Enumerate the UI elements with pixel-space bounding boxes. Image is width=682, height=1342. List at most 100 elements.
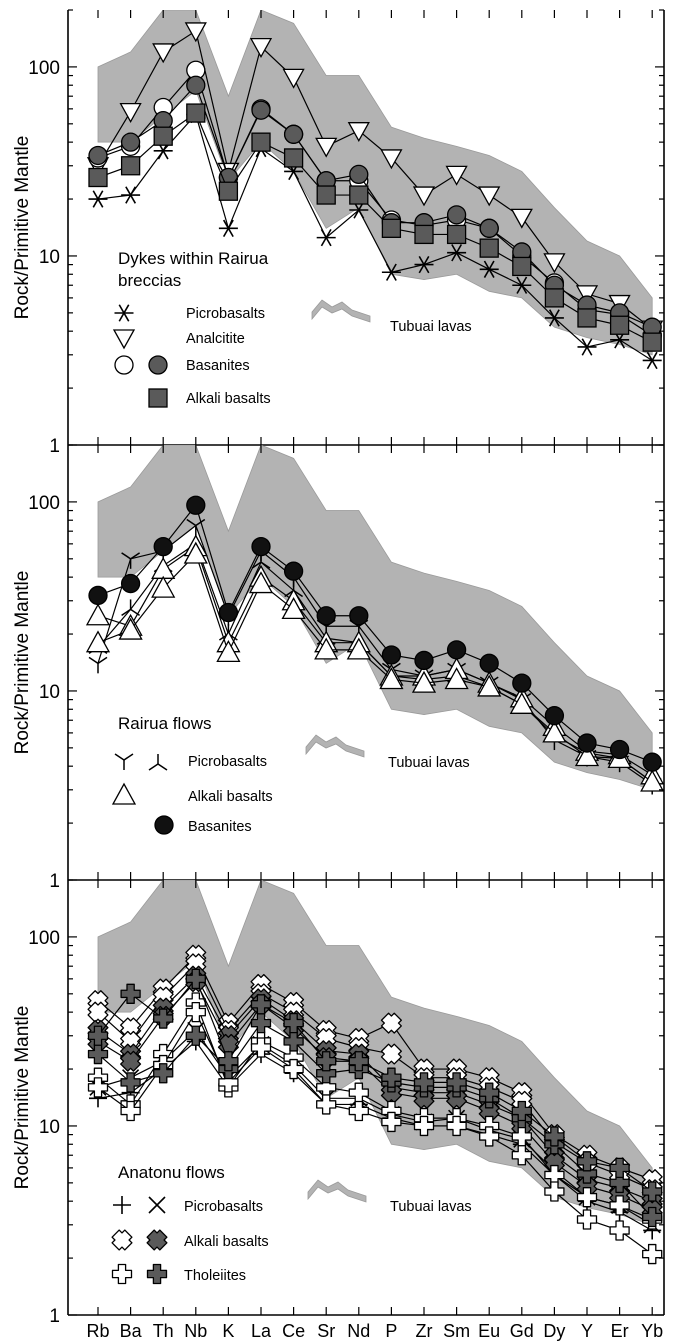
data-point (511, 1145, 532, 1166)
data-point (544, 706, 565, 726)
legend-label: Basanites (188, 819, 252, 835)
data-point (413, 1115, 435, 1137)
x-axis-labels: Rb Ba Th Nb K La Ce Sr Nd P Zr Sm Eu Gd Dy Y Er Yb (86, 1321, 663, 1341)
y-tick-label: 10 (39, 1117, 60, 1138)
data-point (642, 1181, 663, 1202)
data-point (609, 1157, 630, 1179)
data-point (120, 1050, 142, 1072)
basanite-legend (154, 815, 174, 835)
data-point (251, 132, 271, 152)
data-point (609, 315, 630, 335)
data-point (509, 691, 534, 714)
legend-label: Tubuai lavas (390, 1199, 472, 1215)
data-point (251, 100, 271, 120)
data-point (249, 37, 273, 58)
data-point (316, 228, 336, 247)
data-point (544, 309, 564, 327)
y-tick-label: 1 (49, 871, 60, 892)
data-point (218, 219, 238, 237)
data-point (151, 556, 176, 579)
data-point (314, 637, 339, 660)
data-point (512, 256, 532, 277)
data-point (479, 260, 499, 278)
basanite-open-legend-marker (114, 355, 134, 375)
x-tick-label: Nd (347, 1321, 370, 1341)
x-tick-label: Ce (282, 1321, 305, 1341)
x-tick-label: Zr (416, 1321, 433, 1341)
data-point (153, 126, 173, 146)
legend-label: Picrobasalts (186, 306, 265, 322)
data-point (544, 288, 565, 308)
data-point (185, 968, 206, 989)
y-tick-label: 100 (28, 493, 60, 514)
basanite-legend-marker (154, 815, 174, 835)
data-point (120, 156, 141, 176)
data-point (185, 1025, 206, 1046)
data-point (413, 1072, 435, 1093)
analcitite-legend-marker (112, 329, 136, 350)
data-point (346, 637, 371, 660)
data-point (316, 1051, 337, 1072)
data-point (609, 1195, 630, 1216)
data-point (544, 1126, 565, 1147)
data-point (120, 1072, 141, 1093)
data-point (283, 561, 304, 581)
data-point (120, 132, 141, 152)
legend-label: Tubuai lavas (388, 755, 470, 771)
data-point (121, 552, 141, 569)
data-point (119, 102, 142, 123)
data-point (121, 599, 141, 617)
data-point (250, 994, 272, 1015)
data-point (88, 145, 108, 166)
x-tick-label: K (222, 1321, 234, 1341)
x-tick-label: Ba (120, 1321, 143, 1341)
data-point (283, 148, 304, 168)
legend-label: Picrobasalts (184, 1199, 263, 1215)
data-point (85, 630, 111, 653)
data-point (412, 186, 436, 207)
data-point (85, 603, 111, 626)
data-point (88, 190, 108, 208)
legend-label: Alkali basalts (188, 789, 273, 805)
data-point (574, 744, 600, 767)
data-point (642, 351, 662, 370)
data-point (609, 1172, 630, 1194)
data-point (542, 720, 567, 743)
data-point (381, 1111, 402, 1133)
x-tick-label: Rb (86, 1321, 109, 1341)
data-point (445, 165, 468, 186)
data-point (380, 149, 403, 170)
x-tick-label: Sr (317, 1321, 335, 1341)
data-point (446, 640, 467, 660)
data-point (411, 670, 437, 693)
alkali-basalt-legend-marker (148, 388, 168, 408)
x-tick-label: Th (153, 1321, 174, 1341)
x-tick-label: Nb (184, 1321, 207, 1341)
tubuai-lavas-band (97, 10, 653, 356)
y-tick-label: 100 (28, 928, 60, 949)
data-point (216, 640, 241, 663)
data-point (446, 205, 467, 225)
data-point (251, 536, 271, 557)
y-axis-label: Rock/Primitive Mantle (12, 136, 33, 320)
x-tick-label: Eu (478, 1321, 500, 1341)
y-tick-label: 10 (39, 682, 60, 703)
x-tick-label: La (251, 1321, 272, 1341)
series-line (97, 29, 653, 330)
data-point (283, 1058, 304, 1080)
data-point (120, 573, 141, 594)
picrobasalt-legend-marker (148, 1196, 166, 1214)
legend-label: Alkali basalts (184, 1234, 269, 1250)
tholeiite-legend-marker (146, 1263, 168, 1285)
data-point (642, 332, 662, 352)
legend: Anatonu flows Picrobasalts Alkali basalts T… (111, 1163, 472, 1285)
series-line (97, 524, 653, 785)
data-point (544, 1181, 565, 1202)
legend: Rairua flows Picrobasalts Alkali basalts Ba… (111, 714, 470, 835)
alkali-basalt-legend-marker (111, 782, 137, 805)
x-tick-label: Dy (543, 1321, 565, 1341)
data-point (543, 253, 566, 274)
series-5 (88, 495, 662, 772)
data-point (218, 602, 239, 623)
